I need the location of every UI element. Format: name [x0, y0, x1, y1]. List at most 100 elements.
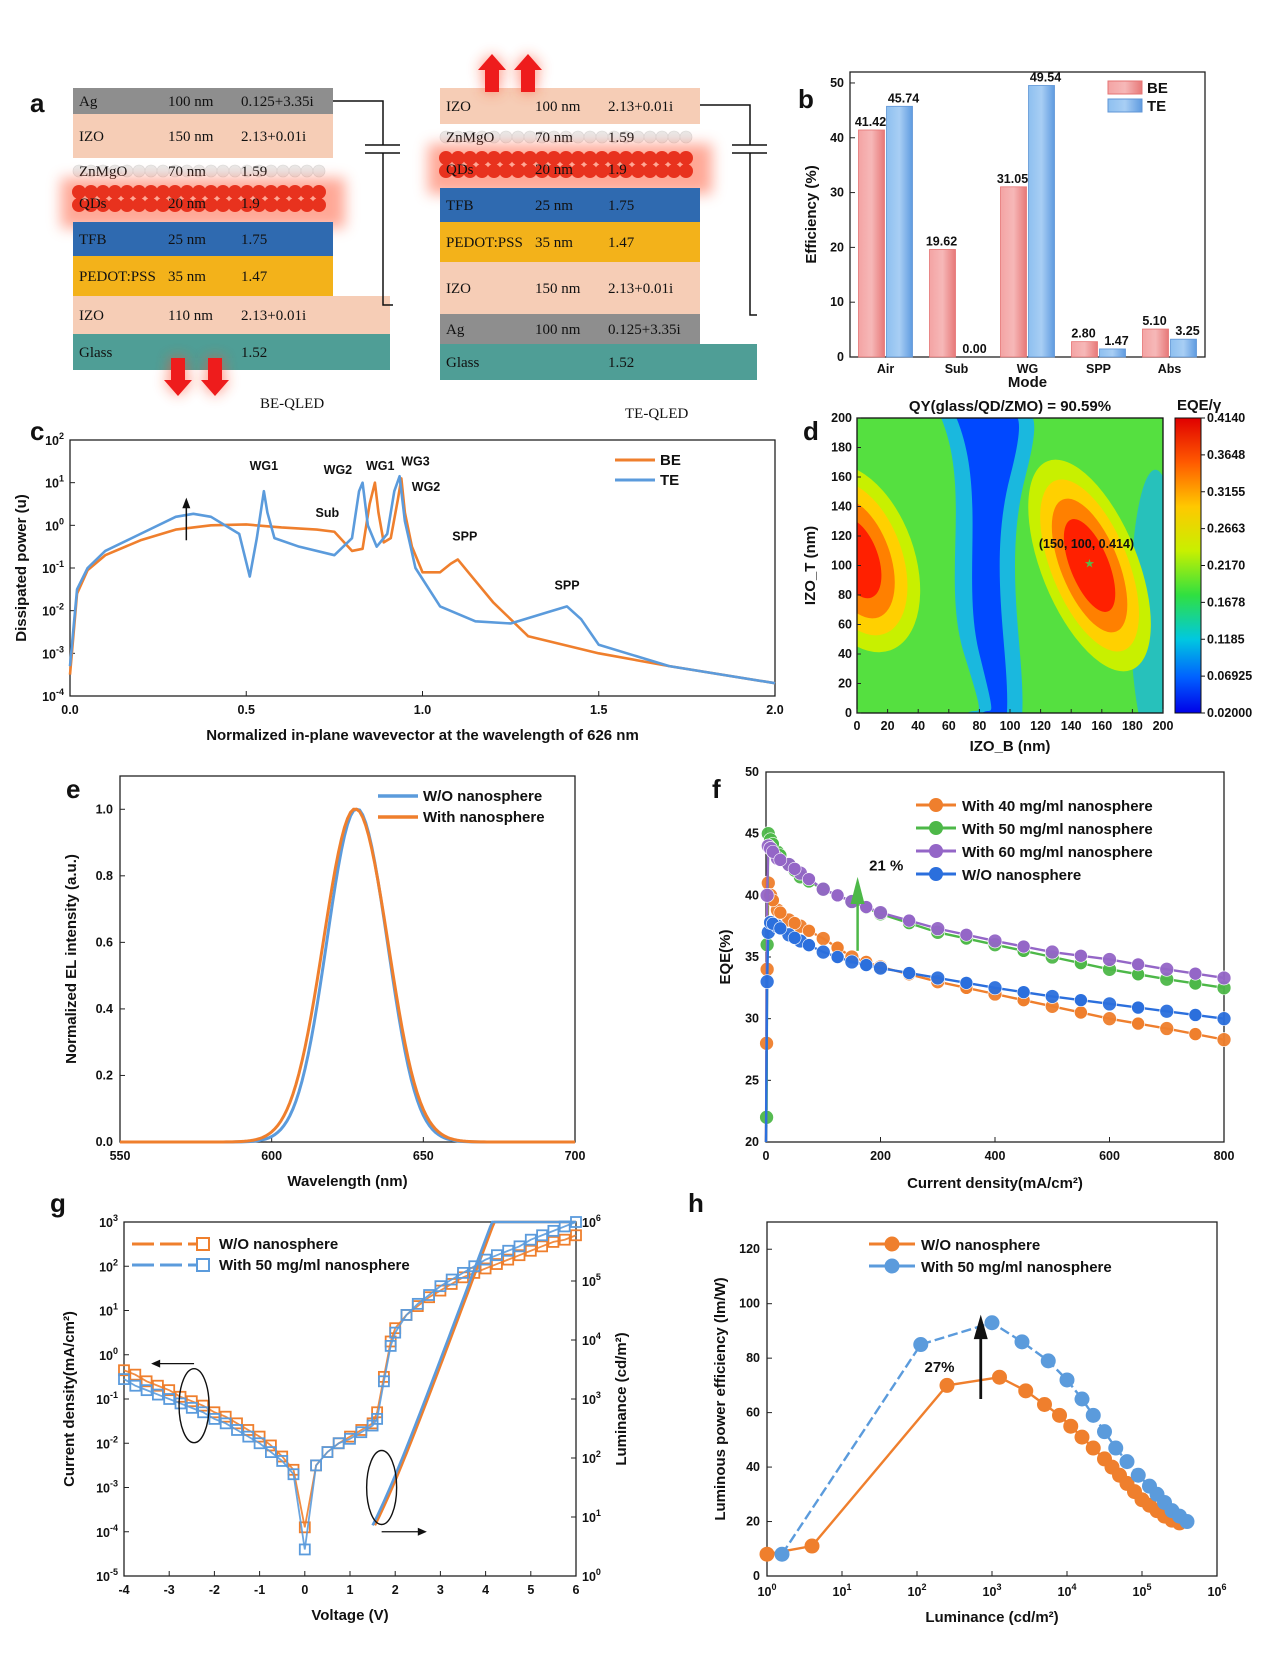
- category-label: Air: [877, 362, 895, 376]
- current-marker: [129, 1379, 142, 1392]
- bar-te-spp: [1099, 348, 1126, 358]
- bar-te-air: [886, 105, 913, 358]
- quantum-dot: [499, 151, 513, 165]
- y-tick-label: 160: [831, 470, 852, 484]
- improvement-label: 21 %: [869, 858, 903, 875]
- layer-index: 0.125+3.35i: [608, 322, 681, 338]
- quantum-dot: [168, 198, 182, 212]
- heatmap-field: [857, 418, 1163, 713]
- nanoparticle: [643, 130, 657, 144]
- x-tick-label: 105: [1133, 1582, 1152, 1599]
- arrow-head: [850, 876, 865, 904]
- efficiency-marker: [774, 1546, 790, 1562]
- quantum-dot: [595, 151, 609, 165]
- bar-be-sub: [929, 249, 956, 358]
- device-structure-diagrams: Ag 100 nm 0.125+3.35i IZO 150 nm 2.13+0.01i Zn…: [61, 54, 767, 422]
- eqe-marker: [1216, 1011, 1232, 1027]
- y-tick-label: 100: [45, 516, 64, 533]
- current-marker: [197, 1406, 210, 1419]
- panel-label-h: h: [688, 1188, 704, 1218]
- layer-index: 1.59: [608, 130, 634, 146]
- current-marker: [502, 1253, 515, 1266]
- y-tick-label: 101: [99, 1302, 118, 1319]
- y2-tick-label: 100: [582, 1567, 601, 1584]
- current-marker: [384, 1340, 397, 1352]
- x-axis-title: IZO_B (nm): [970, 738, 1051, 755]
- x-tick-label: 700: [565, 1149, 586, 1163]
- layer-index: 1.47: [608, 235, 635, 251]
- legend-swatch: [1107, 98, 1143, 113]
- legend-marker: [884, 1236, 900, 1252]
- eqe-marker: [1159, 1021, 1175, 1036]
- layer-name: PEDOT:PSS: [446, 235, 523, 251]
- y-axis-title: IZO_T (nm): [802, 526, 819, 605]
- y-tick-label: 0: [753, 1569, 760, 1583]
- layer-izo: [73, 296, 390, 334]
- layer-izo: [440, 88, 700, 124]
- colorbar-tick-label: 0.2663: [1207, 522, 1245, 536]
- layer-name: Ag: [446, 322, 465, 338]
- x-tick-label: 4: [482, 1583, 489, 1597]
- current-marker: [371, 1413, 384, 1425]
- layer-name: QDs: [79, 196, 107, 212]
- x-tick-label: 400: [985, 1149, 1006, 1163]
- nanoparticle: [132, 164, 146, 178]
- eqe-marker: [902, 913, 916, 928]
- eqe-marker: [1102, 952, 1117, 967]
- quantum-dot: [120, 198, 134, 212]
- eqe-marker: [815, 944, 831, 960]
- quantum-dot: [288, 198, 302, 212]
- x-tick-label: 2.0: [766, 703, 783, 717]
- y2-tick-label: 104: [582, 1331, 601, 1348]
- current-marker: [174, 1397, 187, 1410]
- bar-value-label: 3.25: [1175, 324, 1199, 338]
- y-tick-label: 10-3: [42, 644, 64, 661]
- layer-index: 1.52: [241, 345, 267, 361]
- efficiency-line: [780, 1321, 1188, 1555]
- current-marker: [140, 1375, 153, 1388]
- y-tick-label: 102: [45, 431, 64, 448]
- nanoparticle: [300, 164, 314, 178]
- current-marker: [423, 1289, 436, 1301]
- bar-value-label: 49.54: [1030, 70, 1061, 84]
- y-tick-label: 0.6: [96, 935, 113, 949]
- nanoparticle: [228, 164, 242, 178]
- eqe-marker: [802, 938, 816, 952]
- y2-tick-label: 101: [582, 1508, 601, 1525]
- quantum-dot: [132, 198, 146, 212]
- eqe-marker: [1131, 957, 1145, 972]
- legend-label: With 40 mg/ml nanosphere: [962, 798, 1153, 815]
- quantum-dot: [72, 185, 86, 199]
- current-marker: [242, 1430, 255, 1443]
- nanoparticle: [276, 164, 290, 178]
- y2-tick-label: 102: [582, 1449, 601, 1466]
- current-marker: [355, 1426, 368, 1439]
- efficiency-marker: [1063, 1418, 1079, 1434]
- y-axis-title: Current density(mA/cm²): [61, 1311, 78, 1487]
- legend-label: TE: [1147, 98, 1166, 115]
- current-marker: [298, 1521, 311, 1534]
- eqe-marker: [930, 970, 946, 986]
- x-tick-label: 200: [1153, 719, 1174, 733]
- eqe-marker: [1016, 985, 1031, 999]
- x-tick-label: 600: [261, 1149, 282, 1163]
- y-tick-label: 120: [831, 529, 852, 543]
- eqe-marker: [802, 872, 816, 886]
- efficiency-marker: [939, 1377, 955, 1393]
- quantum-dot: [643, 151, 657, 165]
- colorbar-tick-label: 0.1678: [1207, 595, 1245, 609]
- eqe-marker: [844, 954, 860, 970]
- x-tick-label: 0: [854, 719, 861, 733]
- y-tick-label: 0.8: [96, 869, 113, 883]
- current-marker: [457, 1266, 469, 1279]
- x-tick-label: 650: [413, 1149, 434, 1163]
- layer-izo: [73, 114, 333, 158]
- efficiency-marker: [804, 1538, 820, 1554]
- emission-arrow-down: [201, 358, 229, 396]
- eqe-marker: [902, 966, 916, 980]
- emission-arrow-down: [164, 358, 192, 396]
- nanoparticle: [595, 130, 609, 144]
- nanoparticle: [583, 130, 597, 144]
- panel-label-a: a: [30, 88, 45, 118]
